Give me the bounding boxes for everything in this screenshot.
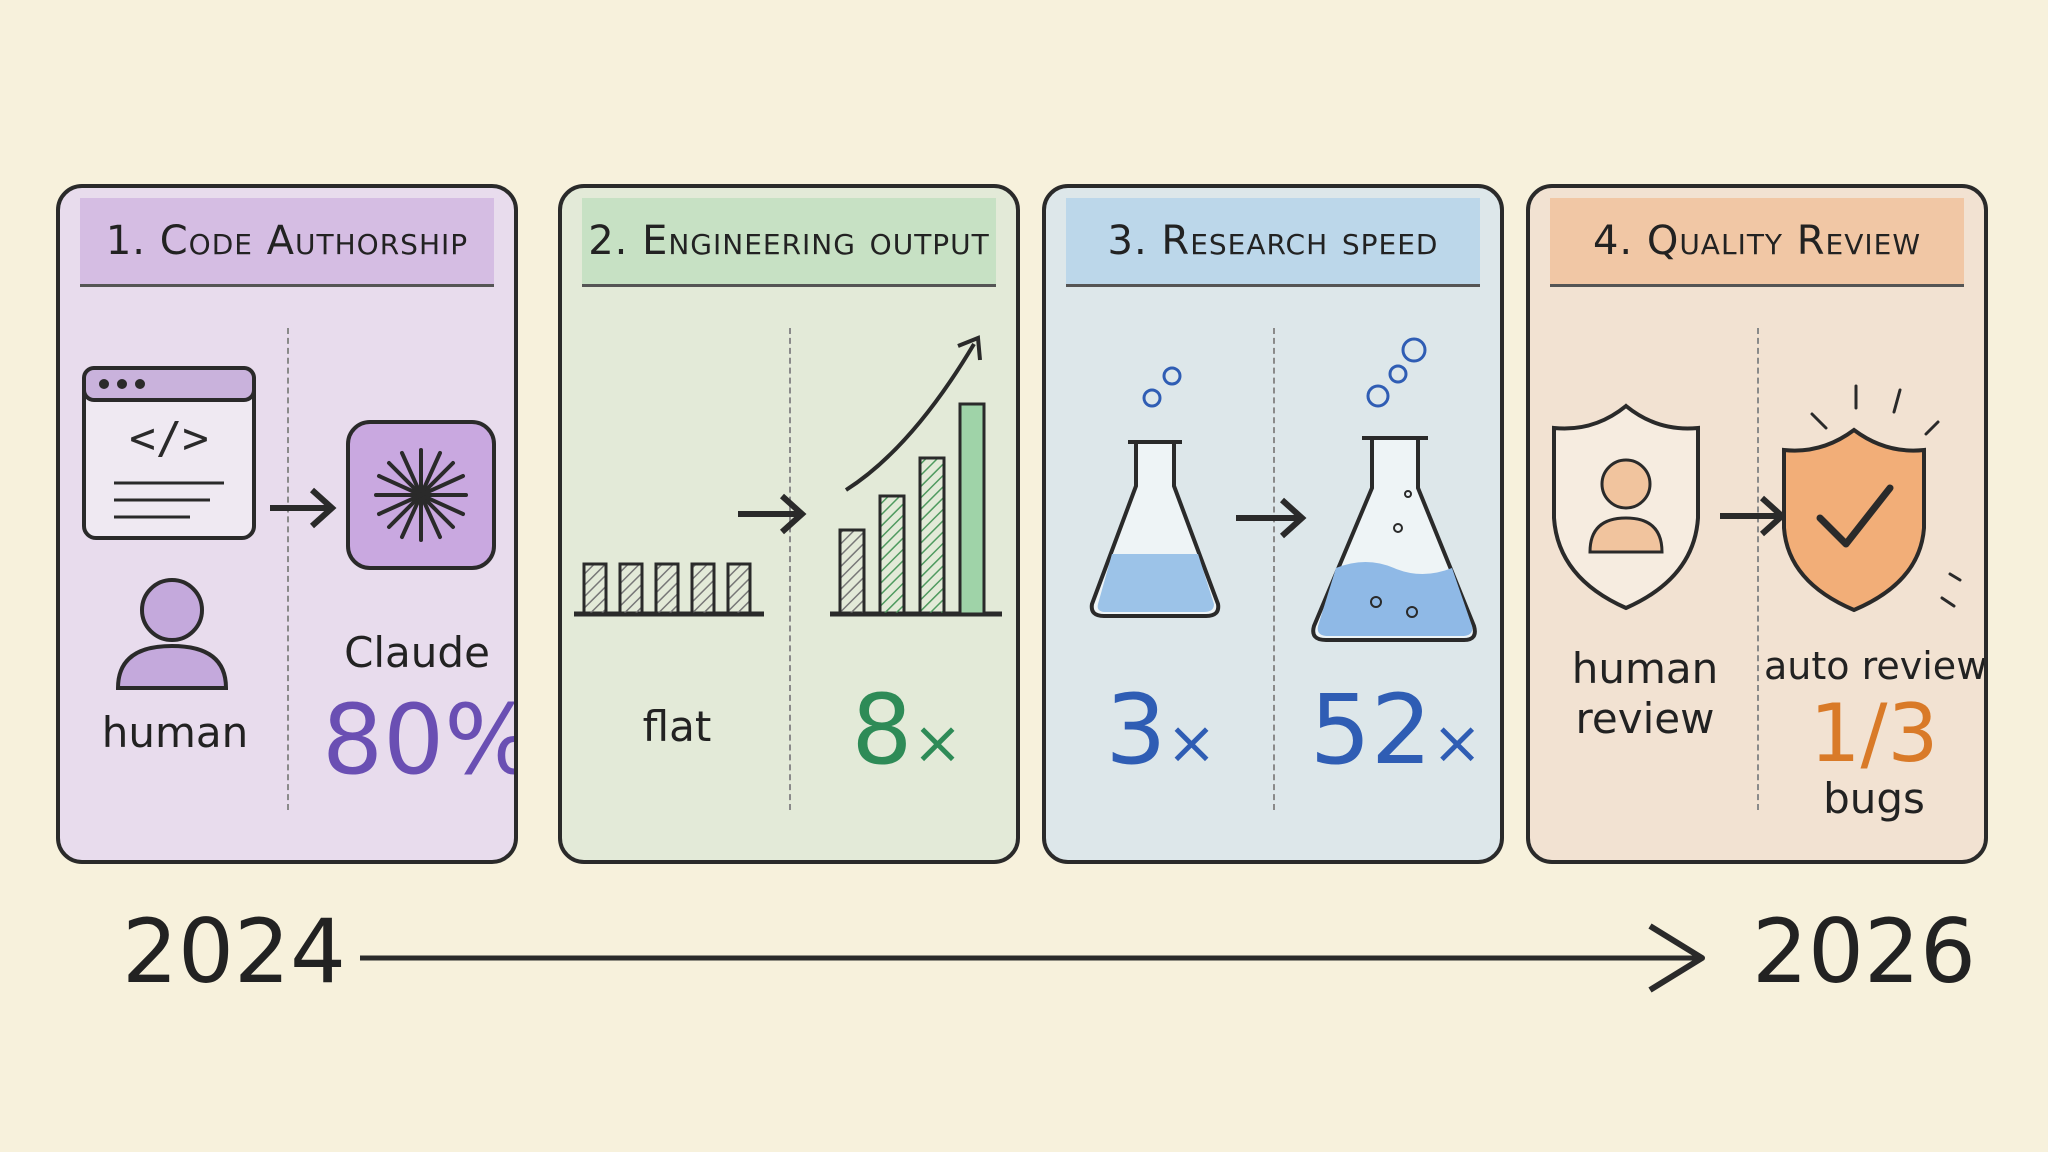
small-flask-icon <box>1089 366 1221 618</box>
panel-research-speed: 3. Research speed 3× 52× <box>1042 184 1504 864</box>
timeline-end-year: 2026 <box>1752 900 1976 1003</box>
human-label: human <box>101 708 249 757</box>
bar-chart-flat-icon <box>574 562 764 617</box>
engineering-multiplier: 8× <box>851 674 963 786</box>
timeline-arrow-icon <box>360 923 1705 993</box>
check-shield-icon <box>1782 384 1962 613</box>
panel-divider <box>1757 328 1759 810</box>
claude-starburst-icon <box>346 420 496 570</box>
research-multiplier-before: 3× <box>1105 674 1217 786</box>
human-review-label-line2: review <box>1575 694 1715 743</box>
bugs-label: bugs <box>1823 774 1925 823</box>
panel-engineering-output: 2. Engineering output <box>558 184 1020 864</box>
arrow-right-icon <box>738 493 807 535</box>
panel-code-authorship: 1. Code Authorship </> <box>56 184 518 864</box>
claude-percentage: 80% <box>322 684 518 796</box>
panel-divider <box>789 328 791 810</box>
research-speed-illustration <box>1089 337 1477 642</box>
arrow-right-icon <box>1720 495 1787 537</box>
browser-code-icon: </> <box>82 366 256 540</box>
flat-label: flat <box>642 702 712 751</box>
large-flask-icon <box>1311 337 1477 642</box>
panel-title: 3. Research speed <box>1066 198 1480 287</box>
panel-title: 4. Quality Review <box>1550 198 1964 287</box>
claude-label: Claude <box>344 628 490 677</box>
research-multiplier-after: 52× <box>1309 674 1483 786</box>
person-icon <box>115 578 229 690</box>
quality-review-illustration <box>1552 384 1962 613</box>
arrow-right-icon <box>270 487 337 529</box>
auto-review-label: auto review <box>1764 644 1988 688</box>
bar-chart-rising-icon <box>830 335 1002 617</box>
panel-divider <box>1273 328 1275 810</box>
panel-title: 2. Engineering output <box>582 198 996 287</box>
engineering-output-illustration <box>574 335 1002 617</box>
arrow-right-icon <box>1236 497 1307 539</box>
timeline-start-year: 2024 <box>122 900 346 1003</box>
panel-title: 1. Code Authorship <box>80 198 494 287</box>
panel-divider <box>287 328 289 810</box>
code-authorship-illustration: </> <box>82 366 496 690</box>
panel-quality-review: 4. Quality Review human review auto re <box>1526 184 1988 864</box>
bugs-fraction: 1/3 <box>1809 687 1939 780</box>
human-review-label-line1: human <box>1571 644 1719 693</box>
svg-text:</>: </> <box>129 413 208 464</box>
human-shield-icon <box>1552 403 1700 611</box>
